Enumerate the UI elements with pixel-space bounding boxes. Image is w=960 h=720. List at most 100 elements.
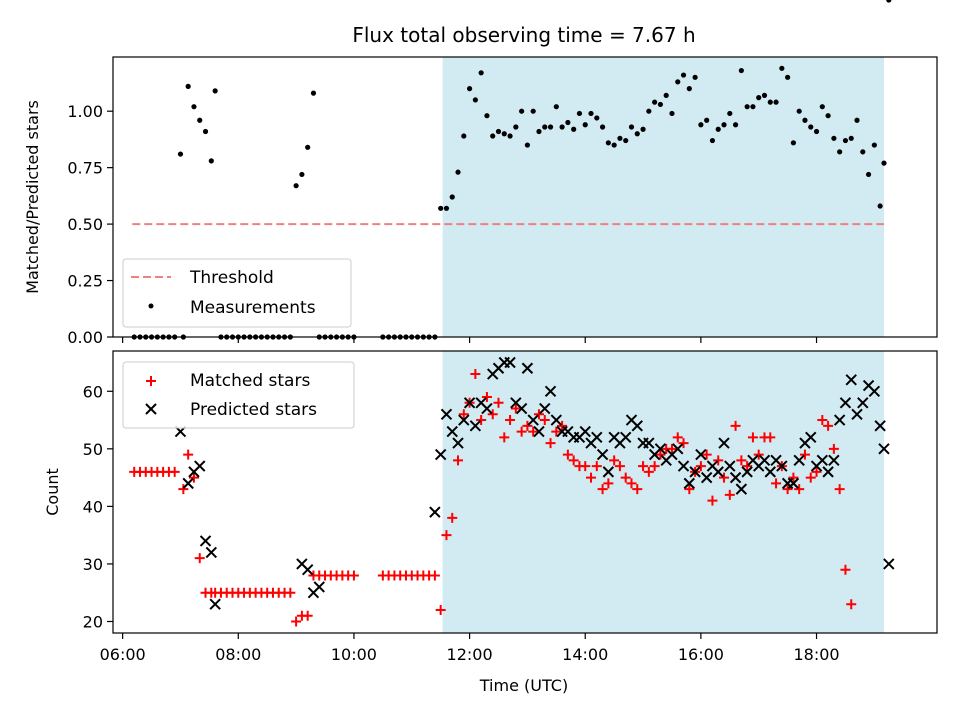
x-tick-label: 14:00 [562,645,608,664]
predicted-legend-marker [145,403,157,415]
matched-star-marker [453,455,464,466]
measurement-point [443,205,450,211]
matched-star-marker [782,484,793,495]
ratio-y-tick-label: 0.75 [67,159,103,178]
measurement-point [669,110,675,117]
matched-star-marker [505,415,516,426]
predicted-star-marker [591,431,603,444]
matched-star-marker [655,449,666,460]
measurement-point [617,135,623,141]
matched-star-marker [562,449,573,460]
predicted-star-marker [429,506,441,518]
measurement-point [293,183,299,189]
predicted-star-marker [793,454,805,467]
matched-star-marker [476,415,487,426]
measurement-point [709,137,716,144]
ratio-y-ticks: 0.00 0.25 0.50 0.75 1.00 [67,102,113,347]
measurement-point [738,67,744,74]
matched-stars-series [129,369,857,627]
measurements-series [131,0,892,340]
ratio-y-axis-label: Matched/Predicted stars [23,100,42,294]
predicted-star-marker [313,581,325,593]
chart-title: Flux total observing time = 7.67 h [352,23,695,47]
predicted-star-marker [833,414,846,426]
matched-star-marker [591,461,602,472]
measurement-point [212,88,218,94]
ratio-axes-frame [112,56,938,338]
measurement-point [779,65,785,71]
measurement-point [646,108,652,114]
matched-star-marker [701,449,712,460]
measurement-point [449,194,455,200]
matched-star-marker [620,472,631,483]
measurement-point [599,124,606,130]
matched-star-marker [285,587,296,598]
predicted-star-marker [677,460,690,472]
predicted-star-marker [463,397,476,409]
predicted-star-marker [822,466,834,478]
matched-star-marker [840,564,851,575]
predicted-star-marker [504,356,516,369]
predicted-star-marker [602,466,615,478]
measurement-point [594,115,600,121]
measurement-point [185,83,191,89]
predicted-star-marker [735,483,748,495]
measurement-point [576,110,583,117]
matched-star-marker [695,461,706,472]
predicted-star-marker [851,408,863,421]
matched-star-marker [811,466,822,477]
measurement-point [675,79,681,85]
predicted-stars-series [174,356,895,610]
measurement-point [605,140,611,146]
measurement-point [547,124,554,130]
predicted-star-marker [857,397,869,409]
measurement-point [871,142,877,148]
matched-star-marker [649,461,660,472]
matched-star-marker [707,495,718,506]
matched-star-marker [724,489,735,500]
measurement-point [536,128,542,135]
measurement-point [744,104,750,110]
measurement-point [704,117,710,123]
matched-star-marker [586,472,597,483]
matched-star-marker [632,484,643,495]
predicted-star-marker [579,425,591,438]
matched-star-marker [493,397,504,408]
predicted-star-marker [878,443,890,455]
measurement-point [553,104,559,110]
matched-star-marker [597,484,608,495]
matched-star-marker [834,484,845,495]
predicted-star-marker [596,448,609,461]
measurement-point [881,160,887,166]
matched-star-marker [188,472,199,483]
measurement-point [721,122,727,128]
count-panel: 20 30 40 50 60 06:00 08:00 10:00 12:00 14:00 16:0… [43,351,938,695]
ratio-observing-span [442,57,884,337]
ratio-y-tick-label: 0.50 [67,215,103,234]
measurement-point [886,0,892,3]
matched-star-marker [846,599,857,610]
ratio-y-tick-label: 1.00 [67,102,103,121]
matched-star-marker [499,432,510,443]
matched-star-marker [194,553,205,564]
predicted-star-marker [724,460,736,472]
count-legend-box [122,361,355,429]
matched-star-marker [429,570,440,581]
predicted-legend-label: Predicted stars [190,400,317,420]
x-tick-label: 16:00 [678,645,724,664]
threshold-legend-label: Threshold [189,268,274,288]
measurement-point [472,97,478,103]
predicted-star-marker [434,448,447,461]
measurement-point [761,92,768,98]
matched-star-marker [747,432,758,443]
predicted-star-marker [712,466,724,478]
measurement-point [825,113,831,119]
measurement-point [640,126,646,132]
measurement-point [796,108,802,114]
measurement-point [785,74,791,80]
count-y-ticks: 20 30 40 50 60 [83,382,113,631]
matched-star-marker [794,484,805,495]
measurement-point [663,92,669,98]
matched-star-marker [684,484,695,495]
